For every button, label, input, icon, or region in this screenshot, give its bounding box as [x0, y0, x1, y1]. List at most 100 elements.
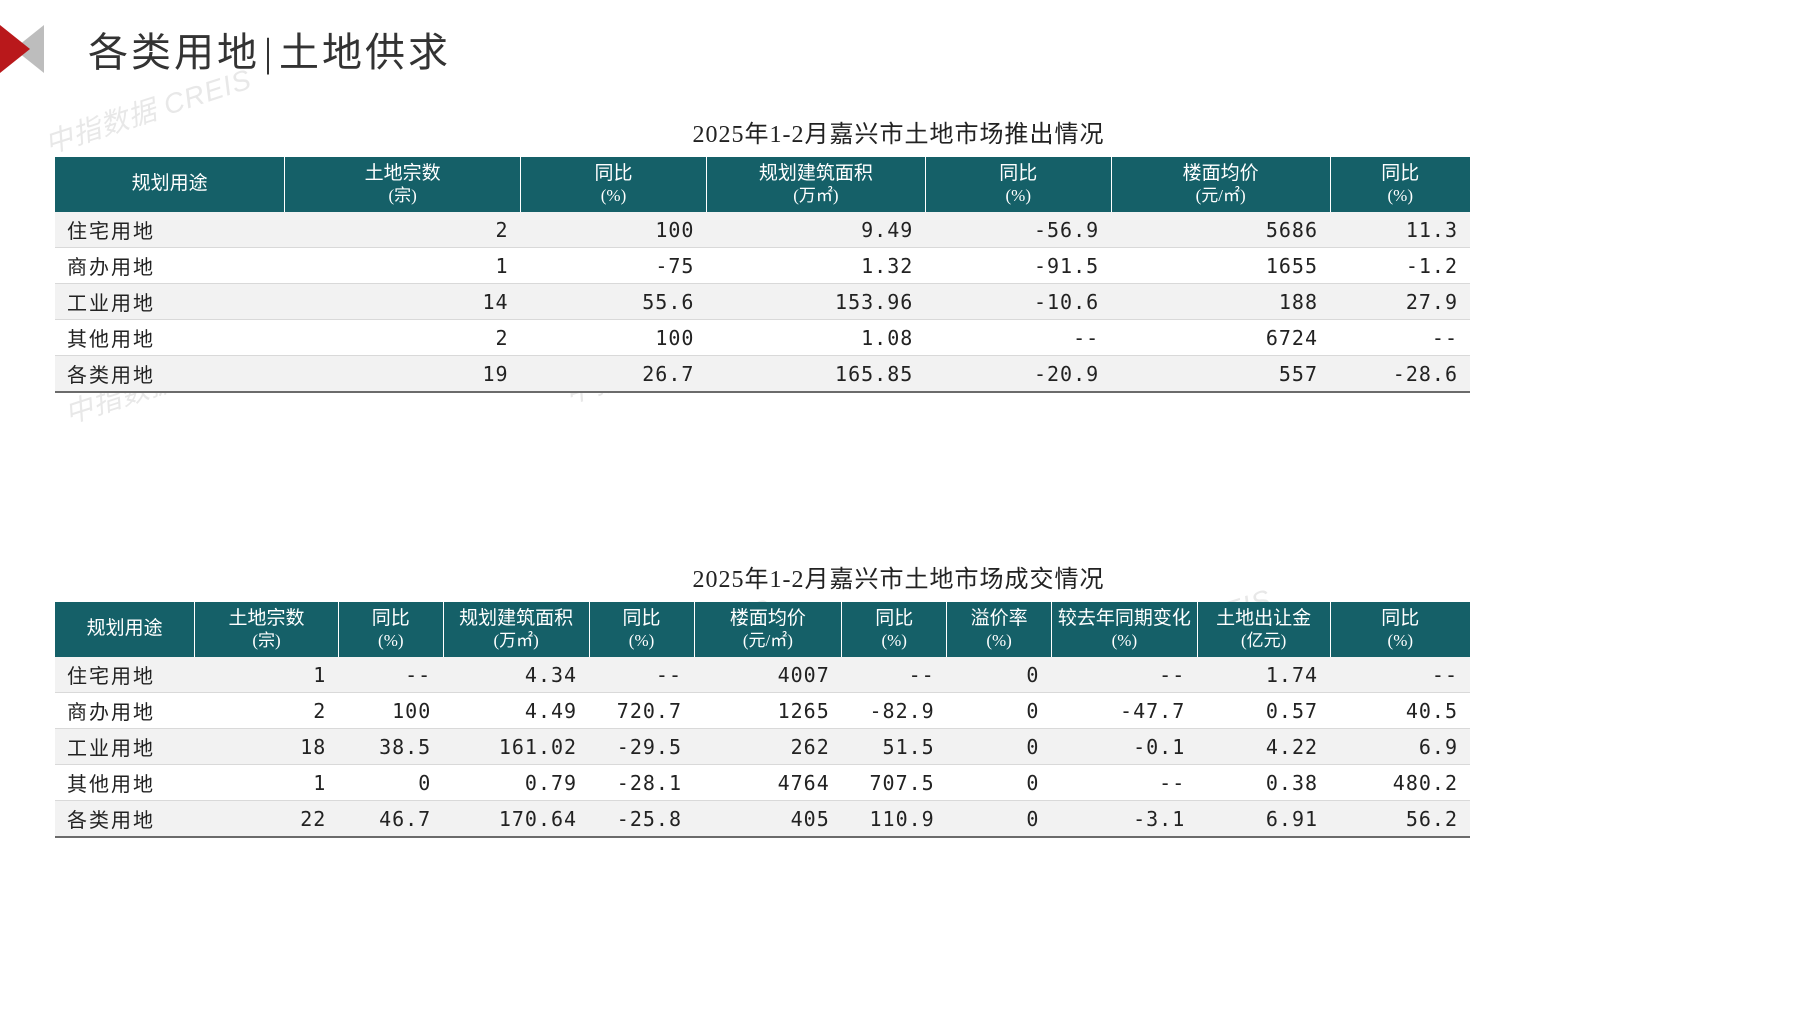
cell-value: -91.5 — [925, 248, 1111, 284]
cell-value: 27.9 — [1330, 284, 1470, 320]
table-row: 住宅用地1--4.34--4007--0--1.74-- — [55, 657, 1470, 693]
cell-value: 0.57 — [1197, 693, 1330, 729]
table-deal: 规划用途土地宗数(宗)同比(%)规划建筑面积(万㎡)同比(%)楼面均价(元/㎡)… — [55, 602, 1470, 838]
column-header: 规划建筑面积(万㎡) — [443, 602, 589, 657]
cell-value: 40.5 — [1330, 693, 1470, 729]
cell-value: 6.91 — [1197, 801, 1330, 838]
column-header: 楼面均价(元/㎡) — [694, 602, 842, 657]
title-separator: | — [264, 30, 275, 75]
cell-value: 14 — [285, 284, 521, 320]
title-triangle-decoration — [0, 25, 70, 73]
cell-value: 1.08 — [706, 320, 925, 356]
cell-value: 22 — [195, 801, 339, 838]
cell-value: 55.6 — [521, 284, 707, 320]
cell-value: -- — [1051, 765, 1197, 801]
cell-value: -28.6 — [1330, 356, 1470, 393]
column-header: 规划用途 — [55, 157, 285, 212]
cell-value: 165.85 — [706, 356, 925, 393]
column-header: 土地出让金(亿元) — [1197, 602, 1330, 657]
title-part1: 各类用地 — [88, 30, 260, 75]
row-label: 其他用地 — [55, 765, 195, 801]
cell-value: 170.64 — [443, 801, 589, 838]
table-row: 住宅用地21009.49-56.9568611.3 — [55, 212, 1470, 248]
cell-value: 110.9 — [842, 801, 947, 838]
cell-value: -75 — [521, 248, 707, 284]
column-header: 同比(%) — [842, 602, 947, 657]
column-header: 规划用途 — [55, 602, 195, 657]
cell-value: -- — [1051, 657, 1197, 693]
table-row: 其他用地100.79-28.14764707.50--0.38480.2 — [55, 765, 1470, 801]
cell-value: -25.8 — [589, 801, 694, 838]
cell-value: 188 — [1111, 284, 1330, 320]
table-row: 工业用地1455.6153.96-10.618827.9 — [55, 284, 1470, 320]
cell-value: -47.7 — [1051, 693, 1197, 729]
row-label: 各类用地 — [55, 356, 285, 393]
column-header: 同比(%) — [925, 157, 1111, 212]
cell-value: 1 — [195, 765, 339, 801]
column-header: 同比(%) — [1330, 157, 1470, 212]
table-row: 其他用地21001.08--6724-- — [55, 320, 1470, 356]
cell-value: 26.7 — [521, 356, 707, 393]
cell-value: -- — [925, 320, 1111, 356]
table-row: 商办用地1-751.32-91.51655-1.2 — [55, 248, 1470, 284]
cell-value: 6724 — [1111, 320, 1330, 356]
cell-value: 0.38 — [1197, 765, 1330, 801]
table-row: 商办用地21004.49720.71265-82.90-47.70.5740.5 — [55, 693, 1470, 729]
cell-value: -82.9 — [842, 693, 947, 729]
cell-value: 0 — [338, 765, 443, 801]
cell-value: 2 — [285, 320, 521, 356]
cell-value: 0 — [947, 729, 1052, 765]
cell-value: 1.32 — [706, 248, 925, 284]
cell-value: 6.9 — [1330, 729, 1470, 765]
cell-value: 51.5 — [842, 729, 947, 765]
row-label: 住宅用地 — [55, 657, 195, 693]
cell-value: 19 — [285, 356, 521, 393]
cell-value: 707.5 — [842, 765, 947, 801]
cell-value: 262 — [694, 729, 842, 765]
cell-value: -- — [1330, 320, 1470, 356]
section-title-deal: 2025年1-2月嘉兴市土地市场成交情况 — [0, 559, 1797, 594]
cell-value: 557 — [1111, 356, 1330, 393]
cell-value: 4764 — [694, 765, 842, 801]
column-header: 同比(%) — [338, 602, 443, 657]
page-title-bar: 各类用地|土地供求 — [0, 0, 1797, 78]
table-row: 各类用地2246.7170.64-25.8405110.90-3.16.9156… — [55, 801, 1470, 838]
section-title-launch: 2025年1-2月嘉兴市土地市场推出情况 — [0, 114, 1797, 149]
row-label: 住宅用地 — [55, 212, 285, 248]
cell-value: 1 — [195, 657, 339, 693]
column-header: 同比(%) — [1330, 602, 1470, 657]
cell-value: -- — [1330, 657, 1470, 693]
column-header: 土地宗数(宗) — [285, 157, 521, 212]
title-part2: 土地供求 — [279, 30, 451, 75]
table-row: 工业用地1838.5161.02-29.526251.50-0.14.226.9 — [55, 729, 1470, 765]
cell-value: 0 — [947, 765, 1052, 801]
cell-value: -1.2 — [1330, 248, 1470, 284]
cell-value: -56.9 — [925, 212, 1111, 248]
cell-value: 1.74 — [1197, 657, 1330, 693]
table-launch: 规划用途土地宗数(宗)同比(%)规划建筑面积(万㎡)同比(%)楼面均价(元/㎡)… — [55, 157, 1470, 393]
cell-value: 0 — [947, 693, 1052, 729]
row-label: 工业用地 — [55, 284, 285, 320]
cell-value: 0.79 — [443, 765, 589, 801]
cell-value: 56.2 — [1330, 801, 1470, 838]
cell-value: -3.1 — [1051, 801, 1197, 838]
cell-value: -20.9 — [925, 356, 1111, 393]
cell-value: -- — [338, 657, 443, 693]
row-label: 商办用地 — [55, 693, 195, 729]
column-header: 溢价率(%) — [947, 602, 1052, 657]
row-label: 其他用地 — [55, 320, 285, 356]
cell-value: -- — [842, 657, 947, 693]
cell-value: 153.96 — [706, 284, 925, 320]
cell-value: 161.02 — [443, 729, 589, 765]
column-header: 楼面均价(元/㎡) — [1111, 157, 1330, 212]
row-label: 各类用地 — [55, 801, 195, 838]
cell-value: 4.22 — [1197, 729, 1330, 765]
cell-value: -10.6 — [925, 284, 1111, 320]
cell-value: 1655 — [1111, 248, 1330, 284]
cell-value: 2 — [285, 212, 521, 248]
cell-value: 4.49 — [443, 693, 589, 729]
cell-value: -29.5 — [589, 729, 694, 765]
cell-value: 100 — [338, 693, 443, 729]
cell-value: 9.49 — [706, 212, 925, 248]
cell-value: -0.1 — [1051, 729, 1197, 765]
